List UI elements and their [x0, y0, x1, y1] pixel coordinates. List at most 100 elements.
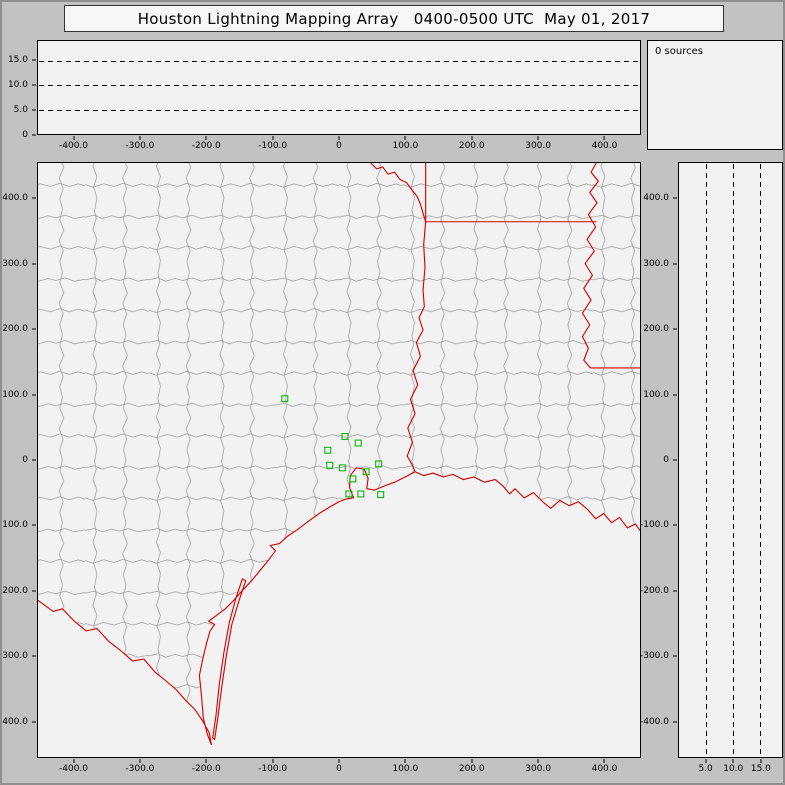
tick-label: 0 — [663, 455, 669, 465]
tick-label: 400.0 — [643, 193, 669, 204]
tick-label: -200.0 — [191, 141, 221, 151]
tick-label: -200.0 — [639, 585, 669, 596]
tick-mark — [673, 655, 677, 657]
tick-label: -300.0 — [125, 764, 155, 774]
tick-mark — [32, 59, 36, 61]
tick-mark — [73, 136, 74, 140]
station-marker — [345, 490, 353, 498]
tick-mark — [32, 109, 36, 111]
tick-mark — [673, 263, 677, 265]
tick-label: 300.0 — [2, 258, 28, 269]
station-marker — [341, 433, 349, 440]
tick-mark — [32, 721, 36, 723]
tick-label: -400.0 — [58, 764, 89, 774]
tick-mark — [205, 759, 207, 763]
tick-label: 5.0 — [13, 105, 28, 115]
station-marker — [349, 475, 357, 483]
tick-label: 0 — [22, 455, 28, 465]
tick-mark — [404, 136, 406, 140]
map-y-axis: 400.0 300.0 200.0 100.0 0 -100.0 -200.0 -300.0 -… — [2, 162, 37, 758]
altitude-gridline — [733, 164, 735, 756]
red-river-border — [370, 163, 427, 222]
tick-label: 200.0 — [458, 764, 485, 774]
station-marker — [324, 446, 332, 454]
tick-mark — [705, 759, 707, 763]
mississippi-river-border — [581, 163, 599, 369]
altitude-ew-plot[interactable] — [37, 40, 641, 135]
tick-label: 0 — [336, 141, 342, 151]
altitude-ns-plot[interactable] — [678, 162, 783, 758]
tick-mark — [139, 759, 141, 763]
tick-label: -300.0 — [639, 651, 669, 662]
source-count-label: 0 sources — [655, 46, 703, 57]
tick-mark — [673, 197, 677, 199]
station-markers — [281, 395, 385, 499]
tick-mark — [338, 759, 340, 763]
tick-mark — [673, 459, 677, 461]
tick-label: 200.0 — [643, 324, 669, 334]
altitude-ns-y-axis: 400.0 300.0 200.0 100.0 0 -100.0 -200.0 -300.0 -… — [640, 162, 678, 758]
coastline — [38, 467, 640, 746]
station-marker — [326, 461, 334, 469]
tick-label: 100.0 — [2, 389, 28, 400]
tick-label: 100.0 — [643, 389, 669, 400]
tick-label: -400.0 — [58, 141, 89, 151]
altitude-ns-x-axis: 5.0 10.0 15.0 — [678, 759, 783, 774]
title-bar: Houston Lightning Mapping Array 0400-050… — [64, 5, 724, 32]
tick-mark — [32, 134, 36, 136]
tick-mark — [471, 136, 473, 140]
tick-mark — [673, 328, 677, 330]
tick-label: 15.0 — [750, 764, 771, 774]
tick-mark — [32, 524, 36, 526]
tick-label: 0 — [22, 130, 28, 140]
tick-mark — [537, 136, 539, 140]
tick-mark — [673, 590, 677, 592]
plan-view-map-plot[interactable] — [37, 162, 641, 758]
tick-label: -100.0 — [0, 520, 28, 531]
tick-label: -300.0 — [0, 651, 28, 662]
altitude-gridline — [39, 85, 639, 87]
tick-label: 100.0 — [392, 764, 419, 774]
tick-label: -100.0 — [258, 764, 288, 774]
map-svg — [38, 163, 640, 746]
tick-label: 10.0 — [7, 80, 28, 90]
tx-la-border — [406, 221, 427, 472]
altitude-ew-x-axis: -400.0 -300.0 -200.0 -100.0 0 100.0 200.0 300.0… — [37, 136, 641, 151]
tick-mark — [603, 759, 605, 763]
tick-mark — [32, 655, 36, 657]
tick-mark — [139, 136, 141, 140]
tick-mark — [205, 136, 207, 140]
tick-mark — [760, 759, 762, 763]
tick-label: 400.0 — [2, 193, 28, 204]
tick-label: 100.0 — [392, 141, 419, 151]
tick-label: 5.0 — [698, 764, 713, 774]
tick-mark — [272, 759, 274, 763]
tick-mark — [537, 759, 539, 763]
station-marker — [375, 460, 383, 468]
tick-mark — [404, 759, 406, 763]
tick-mark — [603, 136, 605, 140]
tick-mark — [32, 84, 36, 86]
tick-label: -400.0 — [639, 716, 669, 727]
county-lines — [38, 163, 640, 745]
tick-label: 200.0 — [2, 324, 28, 334]
tick-mark — [73, 759, 74, 763]
padre-island — [212, 578, 247, 740]
tick-mark — [32, 394, 36, 395]
tick-mark — [338, 136, 340, 140]
tick-label: -100.0 — [639, 520, 669, 531]
station-marker — [362, 468, 370, 476]
tick-mark — [471, 759, 473, 763]
altitude-ew-y-axis: 15.0 10.0 5.0 0 — [4, 40, 37, 140]
tick-label: -300.0 — [125, 141, 155, 151]
altitude-gridline — [760, 164, 762, 756]
station-marker — [357, 490, 365, 498]
tick-label: 400.0 — [591, 764, 618, 774]
source-count-panel: 0 sources — [647, 40, 783, 150]
tick-label: 300.0 — [525, 141, 551, 151]
altitude-gridline — [706, 164, 708, 756]
tick-label: 200.0 — [458, 141, 485, 151]
station-marker — [281, 395, 289, 403]
tick-mark — [673, 394, 677, 395]
